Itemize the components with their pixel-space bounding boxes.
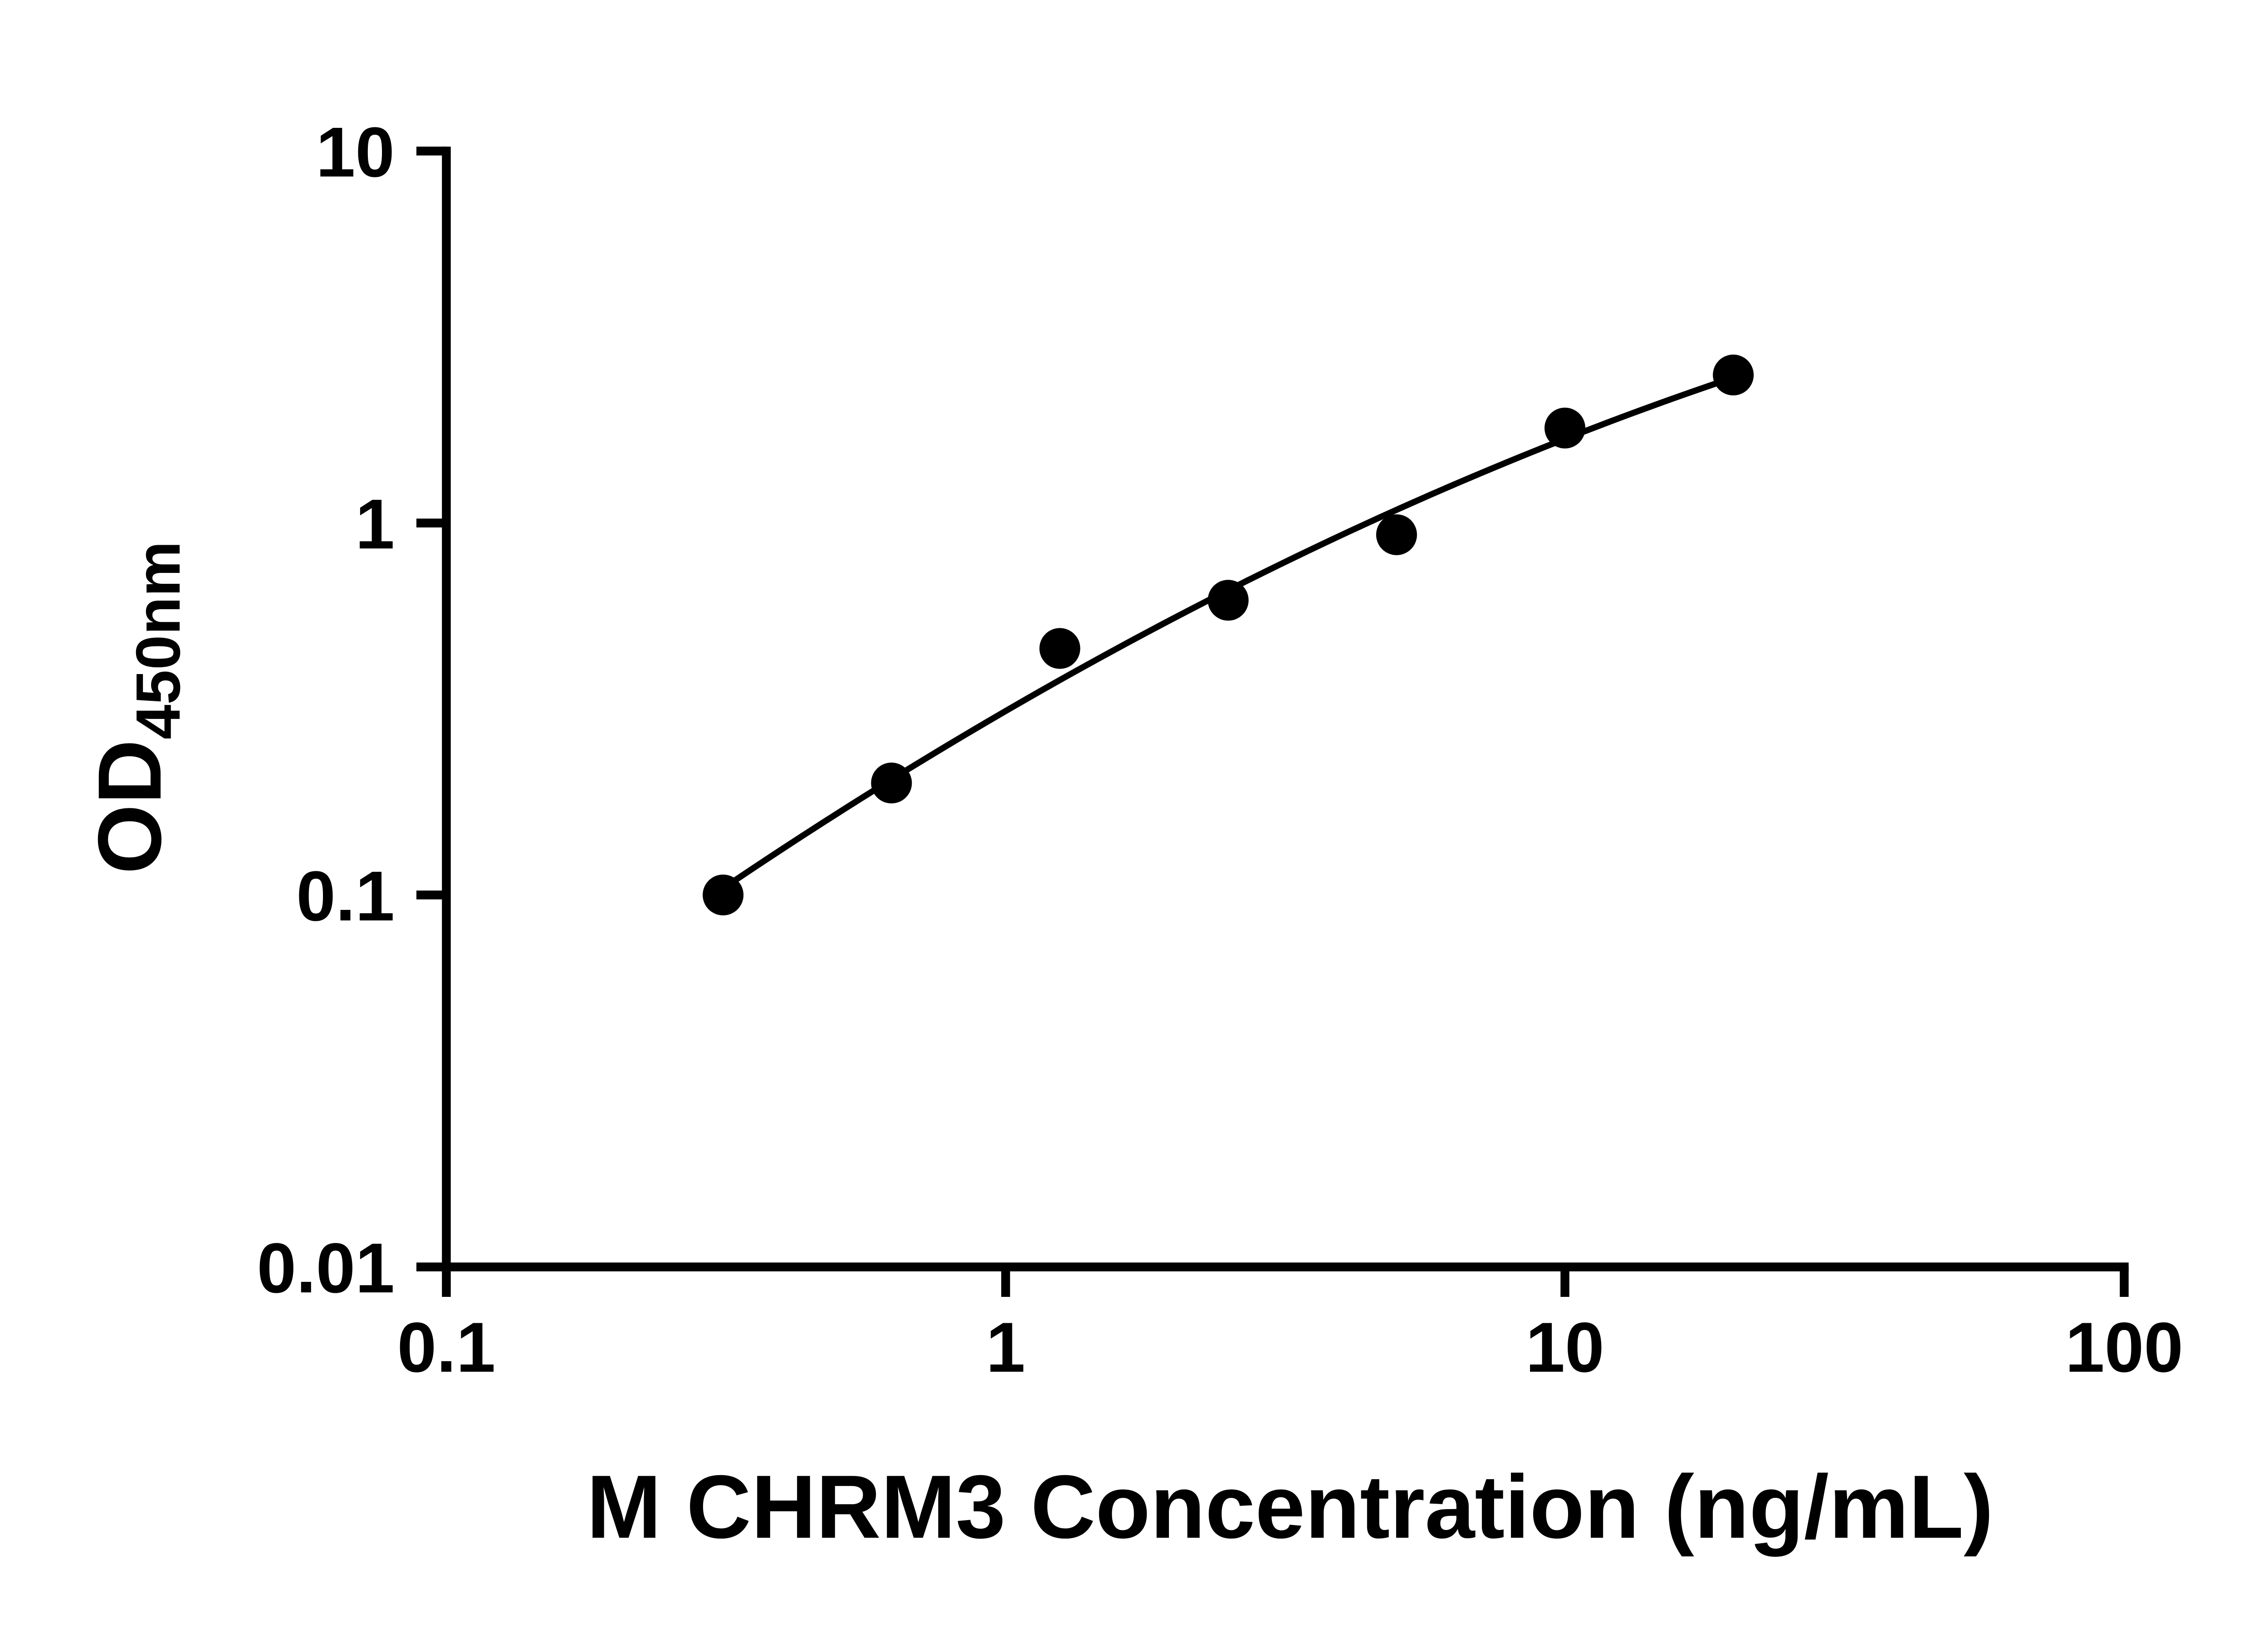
x-axis-tick-label: 1 (986, 1308, 1026, 1387)
data-points-layer (703, 354, 1754, 916)
y-axis-title-main: OD (79, 739, 180, 874)
y-axis-tick-label: 0.1 (296, 857, 395, 936)
fit-curve (721, 375, 1735, 891)
data-point (1207, 580, 1249, 621)
y-axis-title: OD450nm (79, 541, 193, 874)
x-axis-title: M CHRM3 Concentration (ng/mL) (587, 1457, 1994, 1557)
x-axis-tick-label: 100 (2065, 1308, 2183, 1387)
x-axis-tick-label: 0.1 (397, 1308, 496, 1387)
data-point (871, 763, 912, 804)
y-axis-tick-label: 0.01 (257, 1229, 395, 1308)
axis-frame (442, 147, 2129, 1271)
data-point (1039, 628, 1080, 669)
y-axis-tick-label: 10 (316, 113, 395, 192)
x-axis-tick-label: 10 (1525, 1308, 1604, 1387)
data-point (1376, 514, 1417, 555)
y-axis-tick-label: 1 (355, 485, 395, 564)
data-point (1545, 407, 1585, 449)
data-point (703, 875, 744, 916)
y-axis-title-subscript: 450nm (123, 541, 193, 739)
fit-curve-layer (721, 375, 1735, 891)
data-point (1713, 354, 1754, 396)
